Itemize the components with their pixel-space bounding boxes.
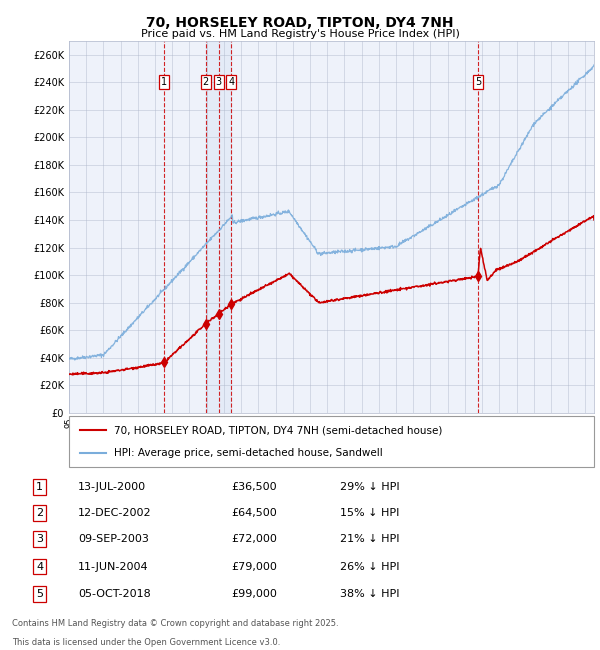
Text: £99,000: £99,000 [231, 589, 277, 599]
Text: 5: 5 [36, 589, 43, 599]
Text: 09-SEP-2003: 09-SEP-2003 [78, 534, 149, 544]
Text: 5: 5 [475, 77, 481, 87]
Text: 1: 1 [36, 482, 43, 492]
Bar [206, 41, 232, 413]
Text: 13-JUL-2000: 13-JUL-2000 [78, 482, 146, 492]
Text: 70, HORSELEY ROAD, TIPTON, DY4 7NH: 70, HORSELEY ROAD, TIPTON, DY4 7NH [146, 16, 454, 30]
Text: 11-JUN-2004: 11-JUN-2004 [78, 562, 149, 571]
Text: 2: 2 [36, 508, 43, 518]
FancyBboxPatch shape [69, 416, 594, 467]
Text: £72,000: £72,000 [231, 534, 277, 544]
Text: This data is licensed under the Open Government Licence v3.0.: This data is licensed under the Open Gov… [12, 638, 280, 647]
Text: Price paid vs. HM Land Registry's House Price Index (HPI): Price paid vs. HM Land Registry's House … [140, 29, 460, 39]
Text: Contains HM Land Registry data © Crown copyright and database right 2025.: Contains HM Land Registry data © Crown c… [12, 619, 338, 628]
Text: 3: 3 [36, 534, 43, 544]
Text: 4: 4 [229, 77, 235, 87]
Text: 70, HORSELEY ROAD, TIPTON, DY4 7NH (semi-detached house): 70, HORSELEY ROAD, TIPTON, DY4 7NH (semi… [113, 425, 442, 436]
Text: £79,000: £79,000 [231, 562, 277, 571]
Text: 12-DEC-2002: 12-DEC-2002 [78, 508, 152, 518]
Text: 3: 3 [215, 77, 221, 87]
Text: £36,500: £36,500 [231, 482, 277, 492]
Text: 21% ↓ HPI: 21% ↓ HPI [340, 534, 400, 544]
Text: 4: 4 [36, 562, 43, 571]
Text: 05-OCT-2018: 05-OCT-2018 [78, 589, 151, 599]
Text: 26% ↓ HPI: 26% ↓ HPI [340, 562, 400, 571]
Text: £64,500: £64,500 [231, 508, 277, 518]
Text: 2: 2 [203, 77, 209, 87]
Text: HPI: Average price, semi-detached house, Sandwell: HPI: Average price, semi-detached house,… [113, 447, 382, 458]
Text: 15% ↓ HPI: 15% ↓ HPI [340, 508, 400, 518]
Text: 29% ↓ HPI: 29% ↓ HPI [340, 482, 400, 492]
Text: 38% ↓ HPI: 38% ↓ HPI [340, 589, 400, 599]
Text: 1: 1 [161, 77, 167, 87]
